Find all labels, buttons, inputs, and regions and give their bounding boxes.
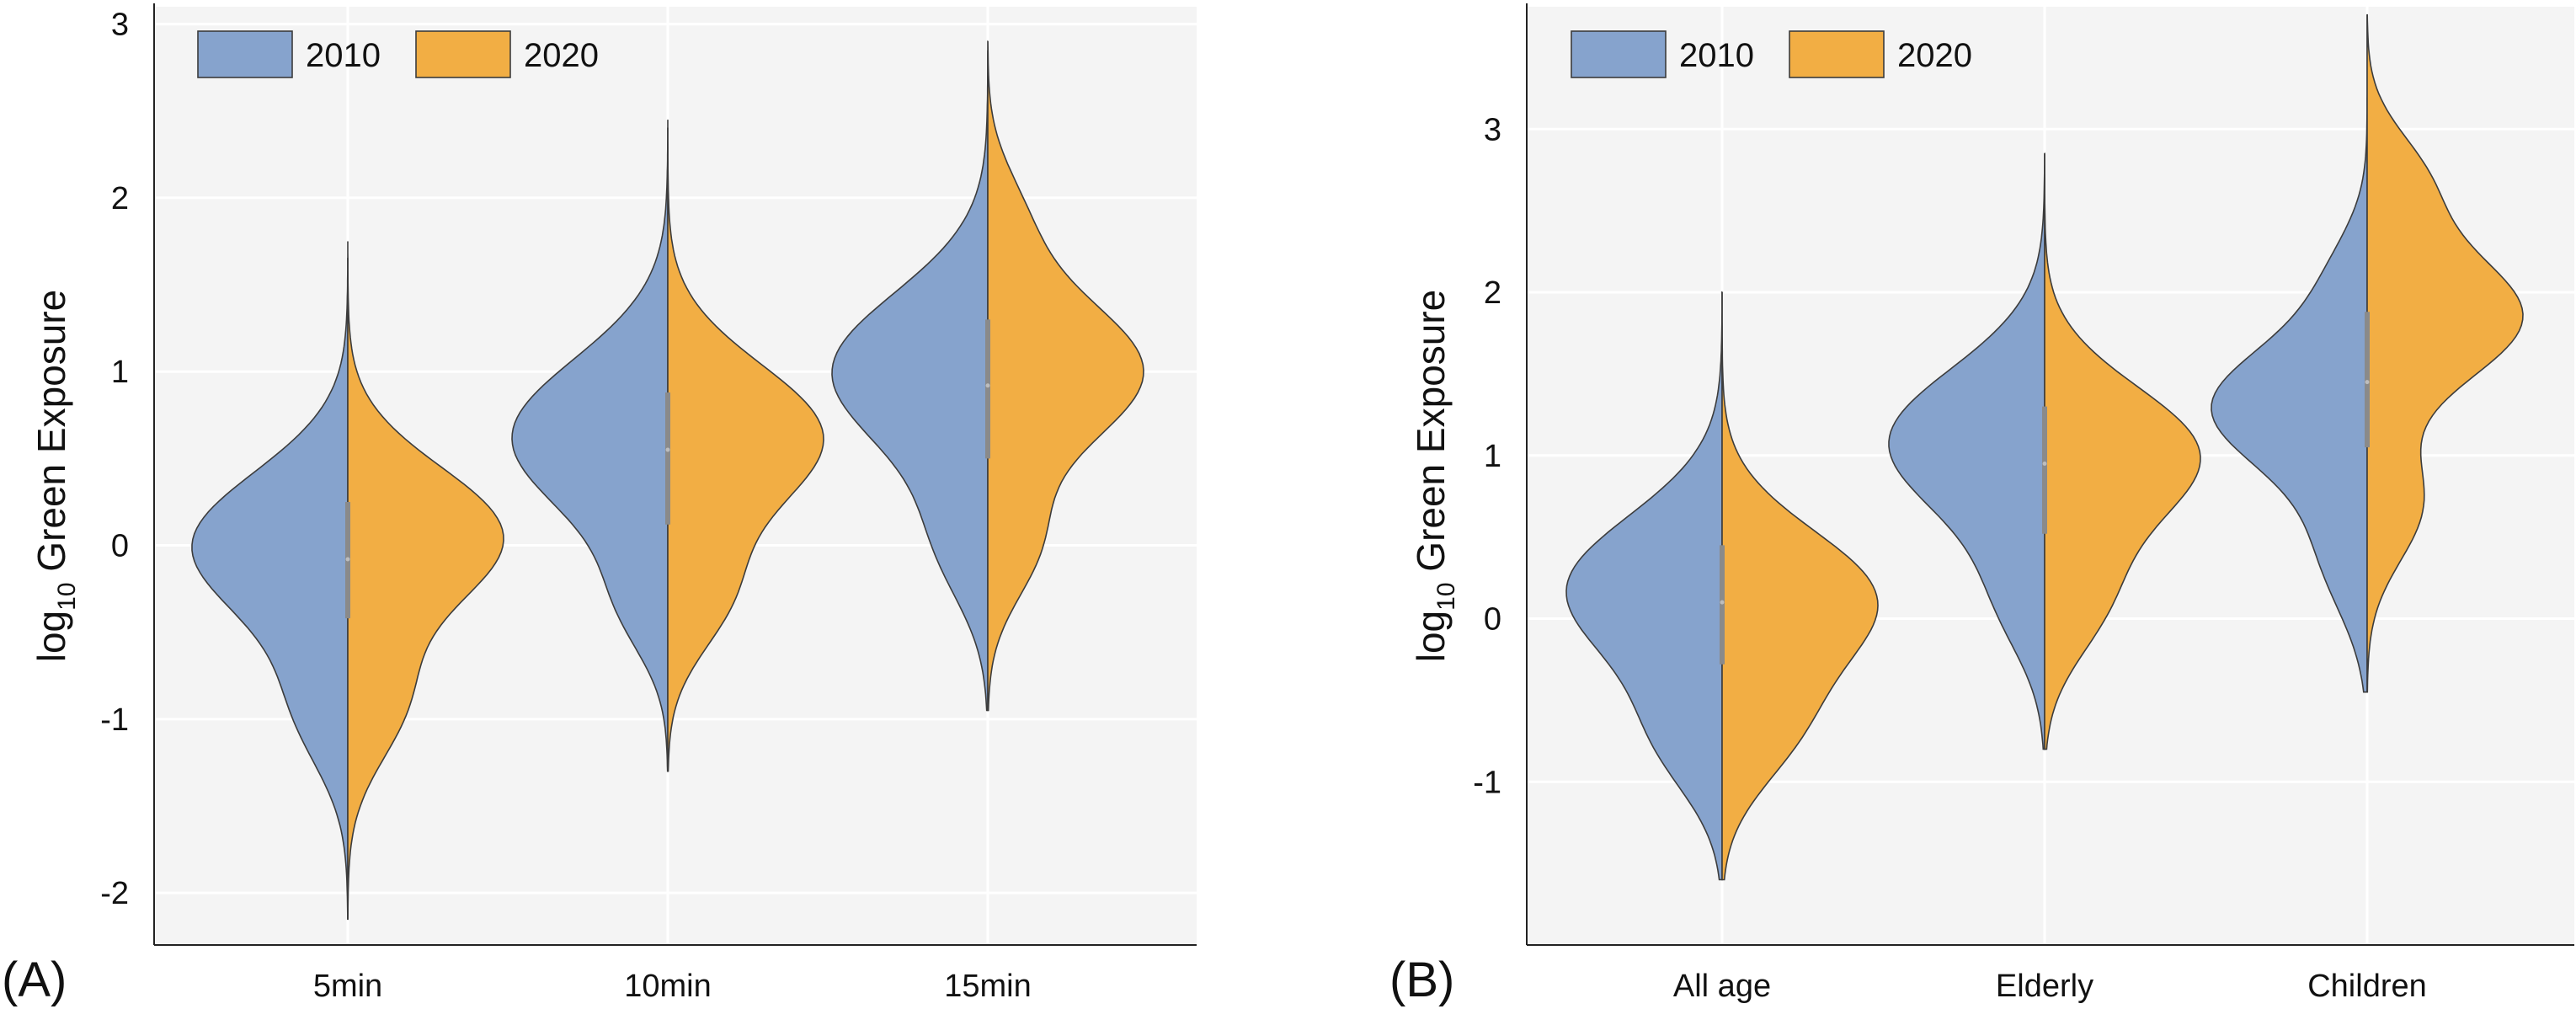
- panel-a: -2 -1 0 1 2 3 5min 10min 15min 2010 2020 log10 Gree…: [2, 3, 1197, 1007]
- violin-2010-10min: [511, 127, 669, 772]
- median-marker: [1720, 600, 1725, 605]
- y-axis-label-sub: 10: [1432, 582, 1460, 610]
- legend-swatch-2020: [415, 30, 511, 78]
- y-axis-label: log10 Green Exposure: [29, 290, 81, 663]
- violin-2020-10min: [667, 120, 824, 772]
- y-tick-label: 3: [111, 8, 129, 43]
- y-axis-label-rest: Green Exposure: [1409, 290, 1453, 583]
- violin-2010-5min: [191, 258, 349, 921]
- y-tick-label: -1: [1473, 765, 1501, 800]
- panel-label: (A): [2, 953, 67, 1007]
- y-tick-label: -1: [100, 702, 129, 738]
- y-tick-label: -2: [100, 876, 129, 911]
- y-tick-label: 2: [111, 181, 129, 216]
- x-tick-label: 15min: [944, 969, 1032, 1004]
- legend-swatch-2020: [1789, 30, 1885, 78]
- x-tick-label: 5min: [313, 969, 382, 1004]
- x-tick-label: Elderly: [1996, 969, 2093, 1004]
- x-tick-label: 10min: [624, 969, 712, 1004]
- legend-label-2020: 2020: [524, 37, 599, 74]
- median-marker: [345, 557, 350, 562]
- legend-label-2010: 2010: [1679, 37, 1754, 74]
- legend: 2010 2020: [197, 30, 599, 78]
- y-axis-label-log: log: [29, 611, 73, 662]
- violin-2020-all-age: [1721, 292, 1879, 881]
- violin-2020-5min: [347, 241, 504, 921]
- violin-2010-elderly: [1888, 152, 2045, 750]
- violin-2020-elderly: [2044, 153, 2201, 750]
- violin-2010-all-age: [1565, 291, 1723, 881]
- y-tick-label: 2: [1484, 275, 1501, 311]
- violin-2020-15min: [987, 40, 1144, 712]
- y-tick-label: 1: [111, 355, 129, 390]
- median-marker: [985, 383, 990, 388]
- y-axis-label-log: log: [1409, 611, 1453, 662]
- x-tick-label: Children: [2307, 969, 2427, 1004]
- y-axis-label-rest: Green Exposure: [29, 290, 73, 583]
- y-tick-label: 0: [1484, 602, 1501, 638]
- legend-label-2020: 2020: [1897, 37, 1972, 74]
- median-marker: [2042, 461, 2047, 466]
- y-axis-label: log10 Green Exposure: [1409, 290, 1460, 663]
- violin-2010-15min: [831, 50, 989, 712]
- y-axis-label-sub: 10: [53, 582, 81, 610]
- legend: 2010 2020: [1571, 30, 1972, 78]
- y-tick-label: 0: [111, 529, 129, 564]
- y-tick-label: 1: [1484, 439, 1501, 474]
- panel-label: (B): [1389, 953, 1454, 1007]
- median-marker: [2365, 380, 2370, 385]
- median-marker: [665, 447, 670, 452]
- y-tick-label: 3: [1484, 112, 1501, 147]
- legend-swatch-2010: [197, 30, 293, 78]
- violin-2020-children: [2366, 13, 2524, 693]
- legend-label-2010: 2010: [306, 37, 381, 74]
- panel-b: -1 0 1 2 3 All age Elderly Children 2010 2020 log1…: [1389, 3, 2574, 1007]
- x-tick-label: All age: [1673, 969, 1771, 1004]
- legend-swatch-2010: [1571, 30, 1667, 78]
